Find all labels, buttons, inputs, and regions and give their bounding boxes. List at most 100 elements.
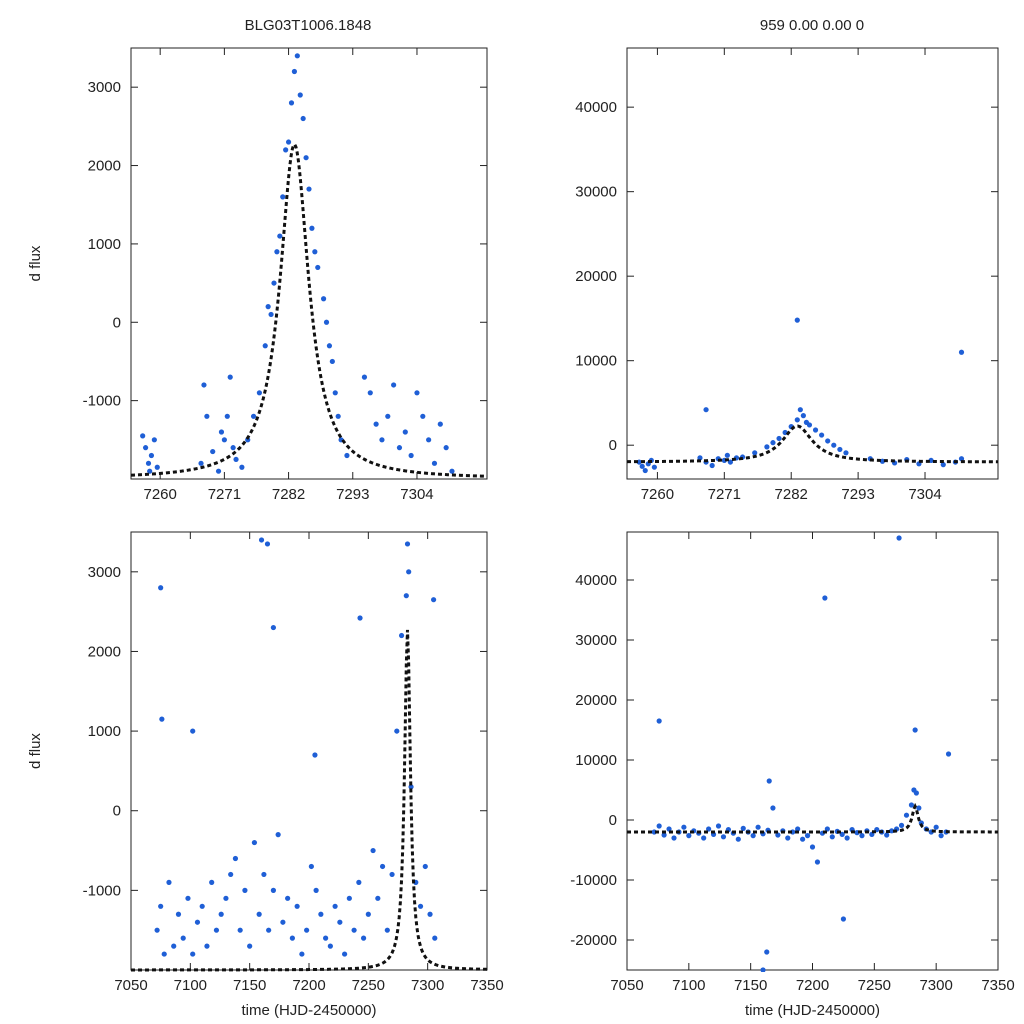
data-point [766,778,772,784]
data-point [318,911,324,917]
data-point [666,826,672,832]
data-point [315,264,321,271]
data-point [794,417,800,423]
data-point [261,871,267,878]
x-tick-label: 7050 [610,977,643,994]
data-point [228,871,234,878]
data-point [770,440,776,446]
data-point [201,382,207,388]
y-tick-label: 2000 [88,643,121,660]
data-point [384,927,390,933]
y-tick-label: 30000 [575,184,617,201]
data-point [271,280,277,286]
data-point [304,927,310,933]
data-point [266,927,272,933]
data-point [379,437,385,443]
data-point [351,927,357,933]
data-point [940,462,946,468]
data-point [285,895,291,901]
data-point [280,194,286,200]
y-axis-label: d flux [27,733,44,769]
data-point [335,413,341,419]
data-point [898,822,905,829]
plot-frame [130,47,488,480]
data-point [268,311,274,318]
data-point [262,343,268,349]
panel-top-right: 7260 7271 7282 7293 7304 0 10000 20000 30000 4000… [575,47,999,503]
data-point [215,468,222,474]
data-point [256,911,262,917]
data-point [735,836,741,842]
data-point [285,139,292,145]
data-point [797,407,803,413]
data-point [148,452,155,459]
data-point [656,718,662,724]
data-point [824,826,830,832]
panel-top-left: 7260 7271 7282 7293 7304 -1000 0 1000 2000 3000 d … [27,47,488,503]
data-point [223,895,229,901]
data-point [360,935,367,941]
x-tick-label: 7300 [411,977,444,994]
data-point [795,826,801,832]
data-point [185,895,191,901]
x-tick-label: 7350 [470,977,503,994]
x-tick-label: 7260 [143,486,176,503]
data-point [175,911,182,917]
data-point [908,802,915,808]
data-point [373,421,379,427]
x-tick-label: 7282 [775,486,808,503]
y-tick-label: 0 [609,437,617,454]
data-point [300,115,306,122]
data-point [367,390,373,396]
data-point [247,943,253,949]
data-point [224,413,230,419]
data-point [204,943,210,949]
y-tick-label: -20000 [570,932,617,949]
data-point [686,833,692,839]
data-point [420,413,426,419]
data-point [800,413,806,419]
data-point [277,233,283,239]
x-tick-label: 7200 [796,977,829,994]
data-point [291,68,298,75]
data-point [145,460,152,466]
data-point [299,951,305,957]
y-tick-label: 20000 [575,268,617,285]
data-point [230,445,236,451]
data-point [270,887,276,893]
panel-bottom-left: 7050 7100 7150 7200 7250 7300 7350 -1000 0 1000 20… [27,531,504,1019]
data-point [258,537,265,543]
data-point [294,53,300,59]
plot-frame [626,531,999,971]
y-axis-label: d flux [27,245,44,281]
data-point [361,374,368,380]
data-point [398,632,405,639]
data-point [326,343,333,349]
data-point [785,835,791,841]
data-point [161,951,167,957]
data-point [837,446,843,453]
data-point [639,463,645,469]
y-tick-label: 0 [113,314,121,331]
data-point [180,935,186,941]
y-tick-label: 1000 [88,236,121,253]
data-point [237,927,243,933]
data-point [809,844,816,850]
plot-frame [626,47,999,480]
y-tick-label: 3000 [88,79,121,96]
data-point [151,437,157,443]
data-point [142,445,149,451]
data-point [671,835,677,841]
data-point [844,835,850,841]
data-point [297,92,303,98]
data-point [274,249,280,255]
plot-area [627,535,998,972]
data-point [715,823,722,829]
data-point [190,728,196,734]
x-tick-label: 7300 [919,977,952,994]
data-point [337,919,343,925]
x-tick-label: 7150 [233,977,266,994]
data-point [264,541,271,547]
data-point [889,828,895,834]
